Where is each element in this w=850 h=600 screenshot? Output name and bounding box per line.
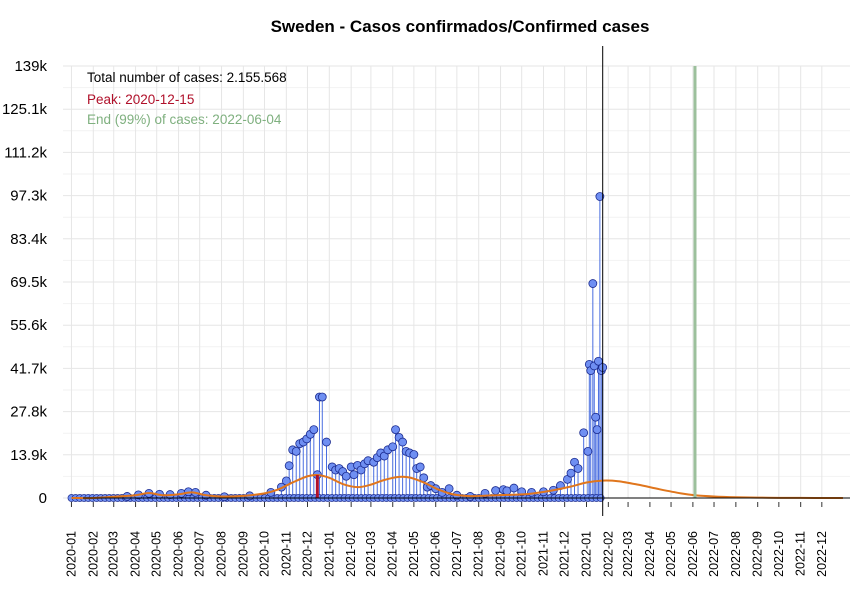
x-tick-label: 2021-10 (515, 531, 529, 577)
data-point (391, 425, 400, 435)
x-tick-label: 2022-11 (794, 531, 808, 576)
x-tick-label: 2020-02 (86, 531, 100, 577)
x-tick-label: 2022-10 (772, 531, 786, 577)
data-point (349, 470, 359, 480)
y-tick-label: 13.9k (10, 447, 47, 464)
x-tick-label: 2022-04 (643, 531, 657, 577)
y-tick-label: 69.5k (10, 274, 47, 291)
x-tick-label: 2021-04 (386, 531, 400, 577)
x-tick-label: 2022-09 (751, 531, 765, 577)
x-axis: 2020-01 2020-02 2020-03 2020-04 2020-05 2020-… (64, 502, 829, 577)
data-point (566, 468, 576, 478)
x-tick-label: 2021-11 (537, 531, 551, 576)
x-tick-label: 2020-05 (150, 531, 164, 577)
y-tick-label: 125.1k (2, 101, 48, 118)
x-tick-label: 2020-03 (107, 531, 121, 577)
x-tick-label: 2022-06 (686, 531, 700, 577)
x-tick-label: 2020-09 (236, 531, 250, 577)
y-tick-label: 55.6k (10, 317, 47, 334)
x-tick-label: 2021-06 (429, 531, 443, 577)
x-tick-label: 2022-07 (707, 531, 721, 577)
y-tick-label: 83.4k (10, 231, 47, 248)
x-tick-label: 2021-01 (322, 531, 336, 577)
data-point (284, 461, 294, 471)
data-point (573, 464, 583, 473)
data-point (588, 279, 598, 288)
y-tick-label: 27.8k (10, 404, 47, 421)
x-tick-label: 2020-04 (129, 531, 143, 577)
data-point (388, 442, 398, 452)
x-tick-label: 2020-01 (64, 531, 78, 577)
x-tick-label: 2020-06 (172, 531, 186, 577)
data-point (291, 446, 301, 456)
chart-title: Sweden - Casos confirmados/Confirmed cas… (271, 17, 650, 36)
data-point (341, 471, 351, 481)
data-point (317, 392, 327, 402)
y-tick-label: 111.2k (4, 144, 47, 161)
data-point (583, 446, 593, 456)
data-point (592, 425, 602, 435)
x-tick-label: 2021-09 (494, 531, 508, 577)
x-tick-label: 2021-02 (344, 531, 358, 577)
x-tick-label: 2020-07 (193, 531, 207, 577)
y-tick-label: 41.7k (10, 360, 47, 377)
x-tick-label: 2022-05 (664, 531, 678, 577)
x-tick-label: 2022-01 (579, 531, 593, 577)
x-tick-label: 2021-12 (558, 531, 572, 577)
x-tick-label: 2020-08 (215, 531, 229, 577)
x-tick-label: 2020-10 (258, 531, 272, 577)
annotation-end: End (99%) of cases: 2022-06-04 (87, 112, 282, 127)
y-axis: 0 13.9k 27.8k 41.7k 55.6k 69.5k 83.4k 97.3k 111.… (2, 58, 48, 507)
x-tick-label: 2022-08 (729, 531, 743, 577)
x-tick-label: 2022-03 (621, 531, 635, 577)
annotation-total: Total number of cases: 2.155.568 (87, 70, 287, 85)
x-tick-label: 2021-08 (472, 531, 486, 577)
fit-curve (71, 473, 843, 500)
data-point (579, 428, 589, 438)
y-tick-label: 139k (14, 58, 47, 75)
y-tick-label: 0 (39, 490, 47, 507)
data-point (509, 483, 519, 493)
x-tick-label: 2020-11 (279, 531, 293, 576)
x-tick-label: 2021-07 (450, 531, 464, 577)
y-tick-label: 97.3k (10, 188, 47, 205)
x-tick-label: 2021-05 (407, 531, 421, 577)
data-point (415, 462, 425, 472)
annotation-peak: Peak: 2020-12-15 (87, 92, 194, 107)
data-point (322, 437, 331, 447)
x-tick-label: 2022-02 (601, 531, 615, 577)
data-point (398, 437, 408, 447)
data-point (591, 412, 601, 422)
data-point (595, 192, 605, 201)
x-tick-label: 2021-03 (364, 531, 378, 577)
data-point (309, 425, 319, 435)
x-tick-label: 2022-12 (815, 531, 829, 577)
grid (63, 65, 850, 499)
data-point (491, 486, 501, 495)
data-point (409, 450, 419, 459)
x-tick-label: 2020-12 (300, 531, 314, 577)
